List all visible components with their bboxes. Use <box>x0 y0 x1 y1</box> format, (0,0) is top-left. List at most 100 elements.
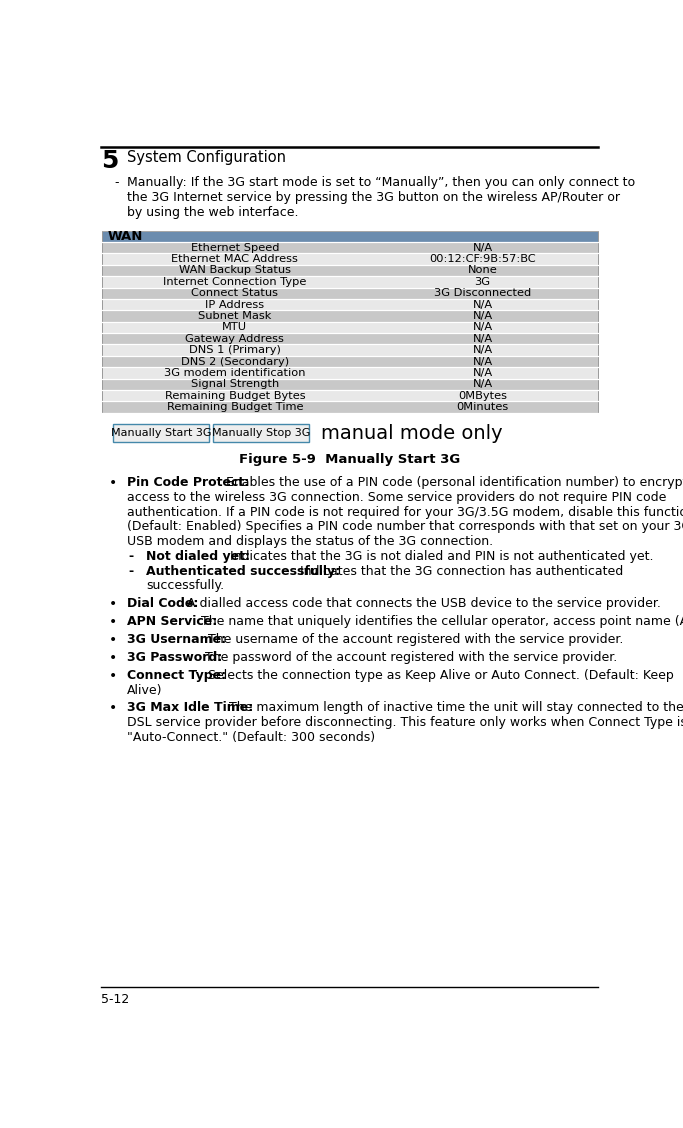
Text: Alive): Alive) <box>127 684 163 697</box>
Text: •: • <box>109 651 117 664</box>
Text: The username of the account registered with the service provider.: The username of the account registered w… <box>204 633 624 646</box>
Text: N/A: N/A <box>473 334 492 344</box>
FancyBboxPatch shape <box>367 379 598 390</box>
FancyBboxPatch shape <box>102 321 367 333</box>
Text: •: • <box>109 669 117 682</box>
Text: successfully.: successfully. <box>146 580 224 592</box>
FancyBboxPatch shape <box>367 390 598 402</box>
FancyBboxPatch shape <box>102 310 367 321</box>
Text: Indicates that the 3G is not dialed and PIN is not authenticated yet.: Indicates that the 3G is not dialed and … <box>227 550 654 563</box>
FancyBboxPatch shape <box>367 288 598 299</box>
Text: •: • <box>109 702 117 715</box>
Text: Figure 5-9  Manually Start 3G: Figure 5-9 Manually Start 3G <box>240 453 460 466</box>
FancyBboxPatch shape <box>367 402 598 413</box>
Text: 0MBytes: 0MBytes <box>458 390 507 400</box>
Text: access to the wireless 3G connection. Some service providers do not require PIN : access to the wireless 3G connection. So… <box>127 491 667 504</box>
FancyBboxPatch shape <box>367 276 598 288</box>
Text: Connect Type:: Connect Type: <box>127 669 226 681</box>
FancyBboxPatch shape <box>367 310 598 321</box>
Text: 3G Max Idle Time:: 3G Max Idle Time: <box>127 702 253 714</box>
Text: 00:12:CF:9B:57:BC: 00:12:CF:9B:57:BC <box>429 254 536 264</box>
FancyBboxPatch shape <box>367 356 598 368</box>
FancyBboxPatch shape <box>367 254 598 265</box>
Text: Not dialed yet:: Not dialed yet: <box>146 550 250 563</box>
Text: A dialled access code that connects the USB device to the service provider.: A dialled access code that connects the … <box>182 598 660 610</box>
Text: Connect Status: Connect Status <box>191 289 279 298</box>
FancyBboxPatch shape <box>102 230 598 241</box>
Text: Signal Strength: Signal Strength <box>191 379 279 389</box>
Text: Selects the connection type as Keep Alive or Auto Connect. (Default: Keep: Selects the connection type as Keep Aliv… <box>204 669 674 681</box>
Text: System Configuration: System Configuration <box>127 150 286 165</box>
Text: Remaining Budget Bytes: Remaining Budget Bytes <box>165 390 305 400</box>
FancyBboxPatch shape <box>102 368 367 379</box>
FancyBboxPatch shape <box>367 333 598 344</box>
FancyBboxPatch shape <box>367 241 598 254</box>
Text: Remaining Budget Time: Remaining Budget Time <box>167 403 303 412</box>
Text: Indicates that the 3G connection has authenticated: Indicates that the 3G connection has aut… <box>296 565 624 578</box>
Text: None: None <box>468 265 497 275</box>
Text: Dial Code:: Dial Code: <box>127 598 199 610</box>
Text: •: • <box>109 615 117 629</box>
Text: Ethernet MAC Address: Ethernet MAC Address <box>171 254 298 264</box>
Text: APN Service:: APN Service: <box>127 615 217 628</box>
Text: 3G Username:: 3G Username: <box>127 633 226 646</box>
Text: manual mode only: manual mode only <box>321 424 503 443</box>
Text: Gateway Address: Gateway Address <box>186 334 284 344</box>
Text: •: • <box>109 476 117 490</box>
Text: Manually Stop 3G: Manually Stop 3G <box>212 429 311 439</box>
FancyBboxPatch shape <box>102 333 367 344</box>
FancyBboxPatch shape <box>367 368 598 379</box>
Text: 5-12: 5-12 <box>101 993 129 1006</box>
Text: authentication. If a PIN code is not required for your 3G/3.5G modem, disable th: authentication. If a PIN code is not req… <box>127 505 683 519</box>
Text: •: • <box>109 633 117 647</box>
Text: WAN Backup Status: WAN Backup Status <box>179 265 291 275</box>
Text: •: • <box>109 598 117 611</box>
Text: Pin Code Protect:: Pin Code Protect: <box>127 476 249 490</box>
Text: DSL service provider before disconnecting. This feature only works when Connect : DSL service provider before disconnectin… <box>127 716 683 729</box>
Text: The password of the account registered with the service provider.: The password of the account registered w… <box>201 651 617 664</box>
Text: 3G Password:: 3G Password: <box>127 651 223 664</box>
Text: N/A: N/A <box>473 311 492 321</box>
Text: DNS 1 (Primary): DNS 1 (Primary) <box>189 345 281 355</box>
Text: by using the web interface.: by using the web interface. <box>127 205 298 219</box>
Text: N/A: N/A <box>473 243 492 253</box>
FancyBboxPatch shape <box>102 402 367 413</box>
Text: Subnet Mask: Subnet Mask <box>198 311 272 321</box>
Text: Ethernet Speed: Ethernet Speed <box>191 243 279 253</box>
Text: 3G: 3G <box>475 276 490 287</box>
Text: 3G Disconnected: 3G Disconnected <box>434 289 531 298</box>
Text: IP Address: IP Address <box>206 300 264 309</box>
Text: 5: 5 <box>101 149 118 174</box>
Text: N/A: N/A <box>473 368 492 378</box>
Text: The name that uniquely identifies the cellular operator, access point name (APN): The name that uniquely identifies the ce… <box>197 615 683 628</box>
Text: "Auto-Connect." (Default: 300 seconds): "Auto-Connect." (Default: 300 seconds) <box>127 731 376 744</box>
Text: Manually: If the 3G start mode is set to “Manually”, then you can only connect t: Manually: If the 3G start mode is set to… <box>127 176 635 190</box>
Text: 0Minutes: 0Minutes <box>456 403 509 412</box>
FancyBboxPatch shape <box>367 299 598 310</box>
FancyBboxPatch shape <box>102 356 367 368</box>
Text: Authenticated successfully:: Authenticated successfully: <box>146 565 340 578</box>
FancyBboxPatch shape <box>367 344 598 356</box>
Text: 3G modem identification: 3G modem identification <box>164 368 306 378</box>
FancyBboxPatch shape <box>102 265 367 276</box>
FancyBboxPatch shape <box>113 424 210 442</box>
Text: -: - <box>129 565 134 578</box>
Text: N/A: N/A <box>473 323 492 333</box>
Text: DNS 2 (Secondary): DNS 2 (Secondary) <box>181 356 289 367</box>
FancyBboxPatch shape <box>102 254 367 265</box>
FancyBboxPatch shape <box>102 288 367 299</box>
Text: N/A: N/A <box>473 300 492 309</box>
Text: Enables the use of a PIN code (personal identification number) to encrypt: Enables the use of a PIN code (personal … <box>222 476 683 490</box>
Text: Manually Start 3G: Manually Start 3G <box>111 429 212 439</box>
FancyBboxPatch shape <box>102 299 367 310</box>
FancyBboxPatch shape <box>102 241 367 254</box>
Text: The maximum length of inactive time the unit will stay connected to the: The maximum length of inactive time the … <box>225 702 683 714</box>
FancyBboxPatch shape <box>102 390 367 402</box>
Text: N/A: N/A <box>473 345 492 355</box>
FancyBboxPatch shape <box>102 344 367 356</box>
Text: MTU: MTU <box>223 323 247 333</box>
Text: WAN: WAN <box>108 230 143 243</box>
Text: USB modem and displays the status of the 3G connection.: USB modem and displays the status of the… <box>127 535 493 548</box>
FancyBboxPatch shape <box>367 265 598 276</box>
Text: N/A: N/A <box>473 379 492 389</box>
